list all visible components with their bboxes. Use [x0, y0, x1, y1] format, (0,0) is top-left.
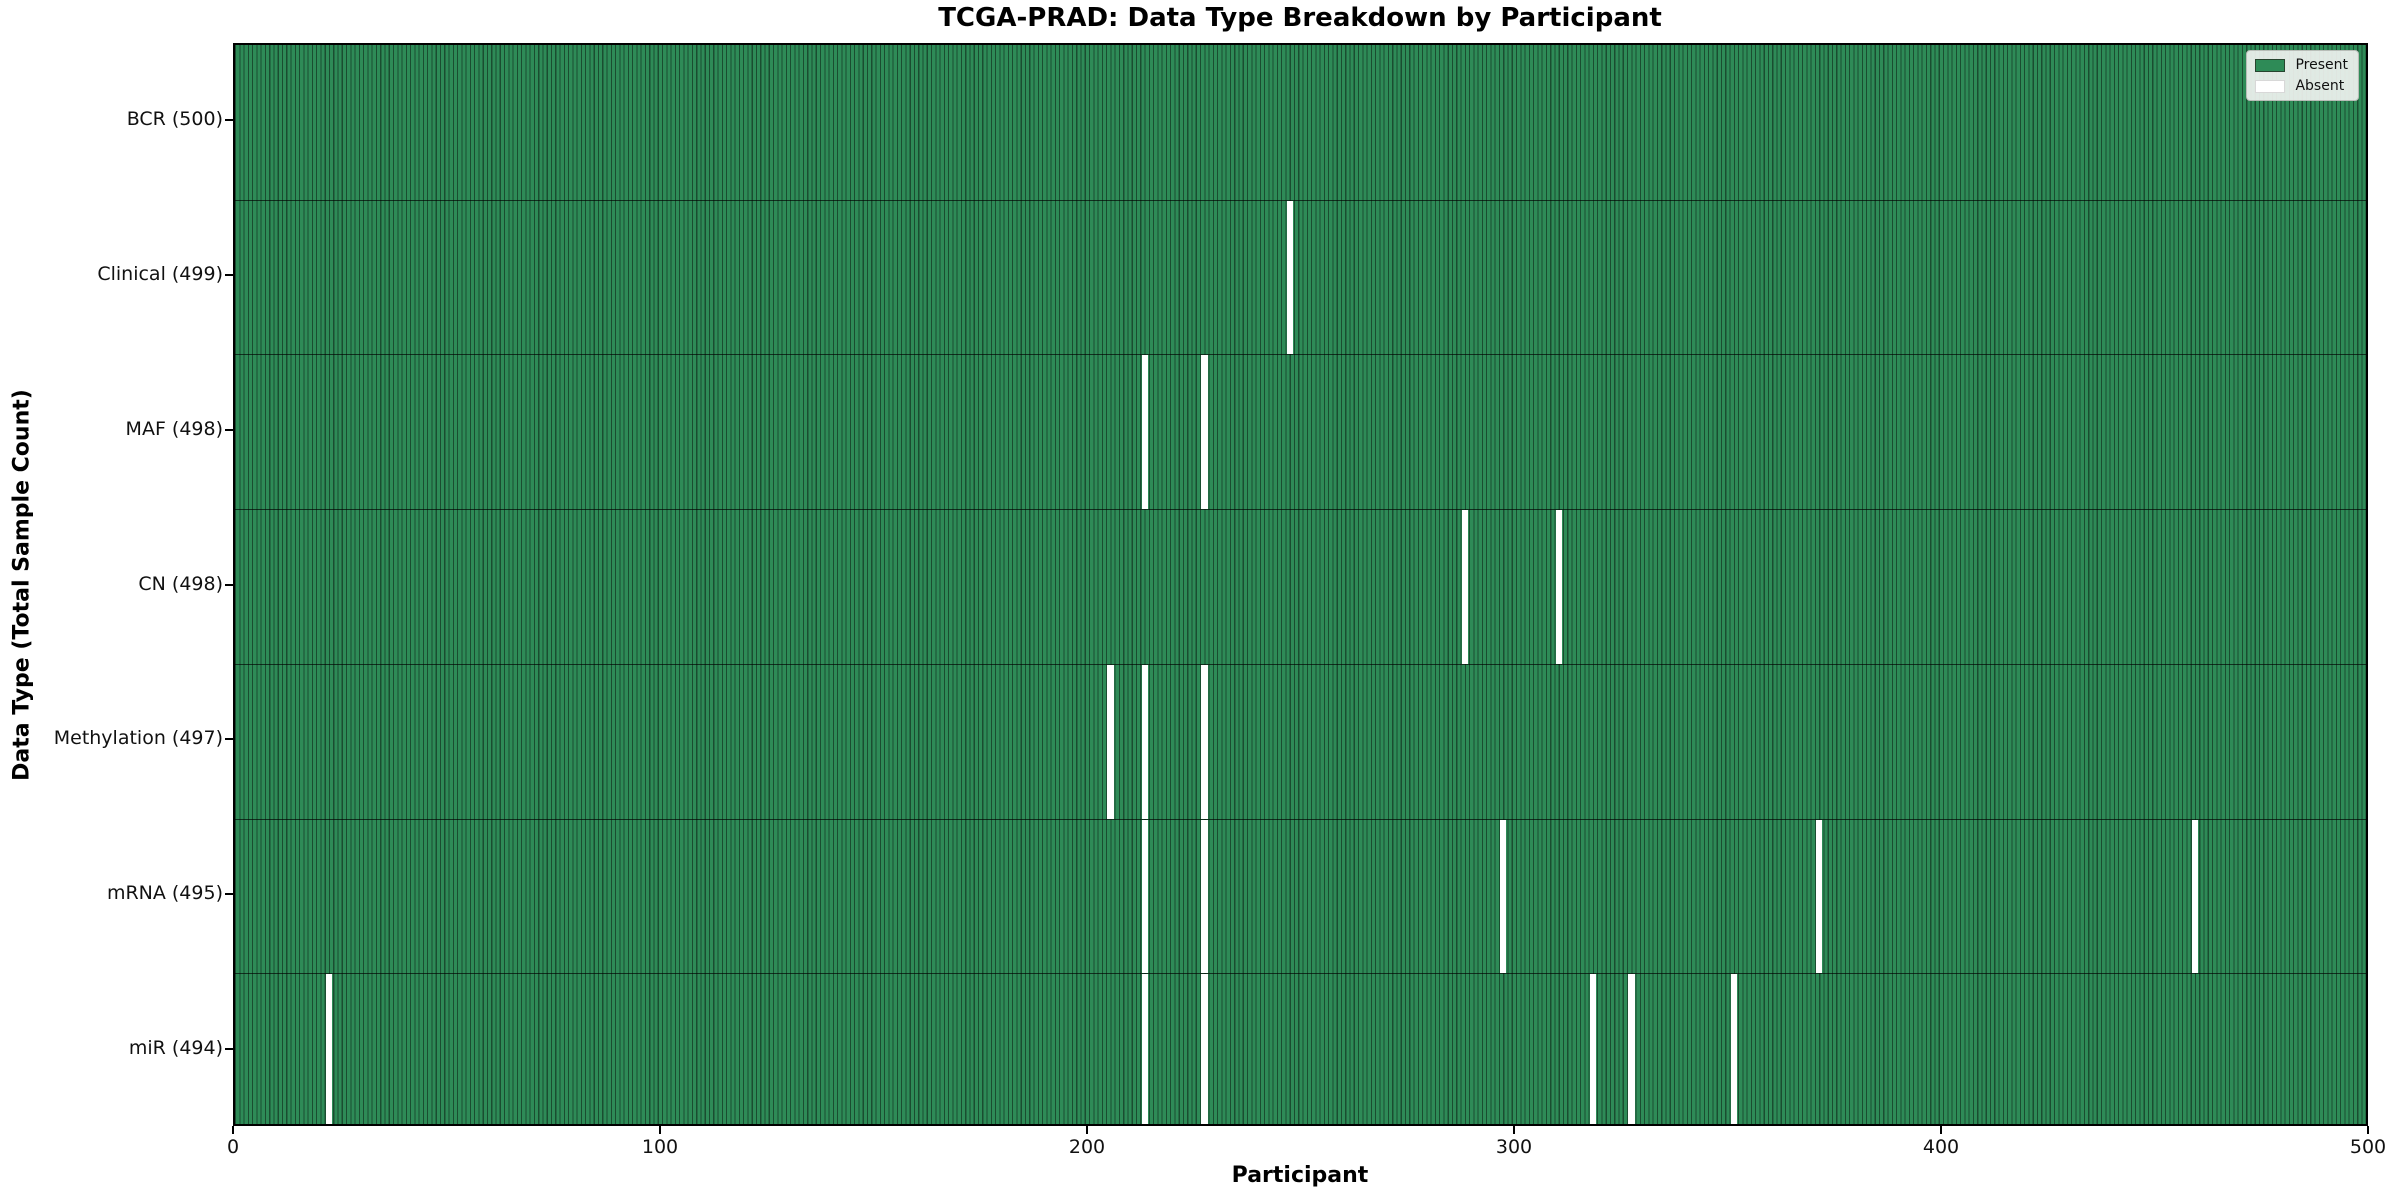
y-tick-mark-Clinical — [225, 274, 233, 277]
y-tick-mark-CN — [225, 583, 233, 586]
heatmap-row-Methylation — [235, 663, 2366, 819]
chart-title: TCGA-PRAD: Data Type Breakdown by Partic… — [938, 3, 1662, 33]
y-tick-label-MAF: MAF (498) — [125, 417, 223, 440]
absent-marker-miR-22 — [325, 974, 333, 1124]
y-tick-label-mRNA: mRNA (495) — [106, 881, 223, 904]
absent-marker-miR-318 — [1589, 974, 1597, 1124]
absent-marker-Methylation-213 — [1141, 664, 1148, 819]
x-tick-mark-300 — [1513, 1126, 1515, 1134]
heatmap-row-MAF — [235, 354, 2366, 510]
absent-marker-mRNA-371 — [1816, 819, 1823, 974]
absent-marker-miR-227 — [1201, 974, 1208, 1124]
absent-marker-miR-327 — [1628, 974, 1635, 1124]
x-tick-label-500: 500 — [2349, 1136, 2387, 1158]
heatmap-row-CN — [235, 509, 2366, 664]
heatmap-row-BCR — [235, 45, 2366, 200]
plot-area: Present Absent — [233, 43, 2368, 1126]
y-tick-mark-miR — [225, 1047, 233, 1050]
y-tick-mark-BCR — [225, 119, 233, 122]
absent-marker-CN-288 — [1461, 510, 1469, 664]
absent-marker-miR-351 — [1730, 974, 1738, 1124]
absent-marker-mRNA-297 — [1500, 819, 1507, 974]
absent-marker-MAF-227 — [1201, 355, 1208, 510]
x-tick-label-300: 300 — [1495, 1136, 1533, 1158]
y-tick-mark-mRNA — [225, 892, 233, 895]
x-tick-mark-400 — [1940, 1126, 1942, 1134]
absent-marker-mRNA-213 — [1141, 819, 1148, 974]
x-tick-mark-100 — [659, 1126, 661, 1134]
legend-label-absent: Absent — [2295, 78, 2345, 94]
legend-swatch-absent-icon — [2255, 79, 2286, 93]
y-tick-mark-Methylation — [225, 738, 233, 741]
y-tick-label-BCR: BCR (500) — [126, 108, 223, 131]
absent-marker-CN-310 — [1555, 510, 1562, 664]
absent-marker-miR-213 — [1141, 974, 1148, 1124]
heatmap-row-mRNA — [235, 818, 2366, 974]
absent-marker-mRNA-459 — [2191, 819, 2199, 974]
legend-item-present: Present — [2255, 57, 2348, 73]
absent-marker-Methylation-205 — [1107, 664, 1114, 819]
absent-marker-Methylation-227 — [1201, 664, 1208, 819]
x-tick-mark-0 — [232, 1126, 234, 1134]
x-tick-label-200: 200 — [1068, 1136, 1106, 1158]
y-tick-label-CN: CN (498) — [138, 572, 223, 595]
y-tick-mark-MAF — [225, 428, 233, 431]
absent-marker-MAF-213 — [1141, 355, 1148, 510]
absent-marker-mRNA-227 — [1201, 819, 1208, 974]
absent-marker-Clinical-247 — [1286, 200, 1293, 355]
legend-item-absent: Absent — [2255, 78, 2348, 94]
x-tick-label-400: 400 — [1922, 1136, 1960, 1158]
x-tick-mark-500 — [2367, 1126, 2369, 1134]
x-tick-label-0: 0 — [226, 1136, 240, 1158]
x-tick-mark-200 — [1086, 1126, 1088, 1134]
legend: Present Absent — [2246, 50, 2359, 101]
legend-label-present: Present — [2295, 57, 2348, 73]
y-tick-label-Clinical: Clinical (499) — [97, 263, 223, 286]
y-tick-label-Methylation: Methylation (497) — [53, 727, 223, 750]
x-tick-label-100: 100 — [641, 1136, 679, 1158]
x-axis-title: Participant — [1231, 1163, 1369, 1188]
y-tick-label-miR: miR (494) — [128, 1036, 223, 1059]
heatmap-row-miR — [235, 973, 2366, 1124]
legend-swatch-present-icon — [2255, 58, 2286, 72]
heatmap-row-Clinical — [235, 199, 2366, 355]
